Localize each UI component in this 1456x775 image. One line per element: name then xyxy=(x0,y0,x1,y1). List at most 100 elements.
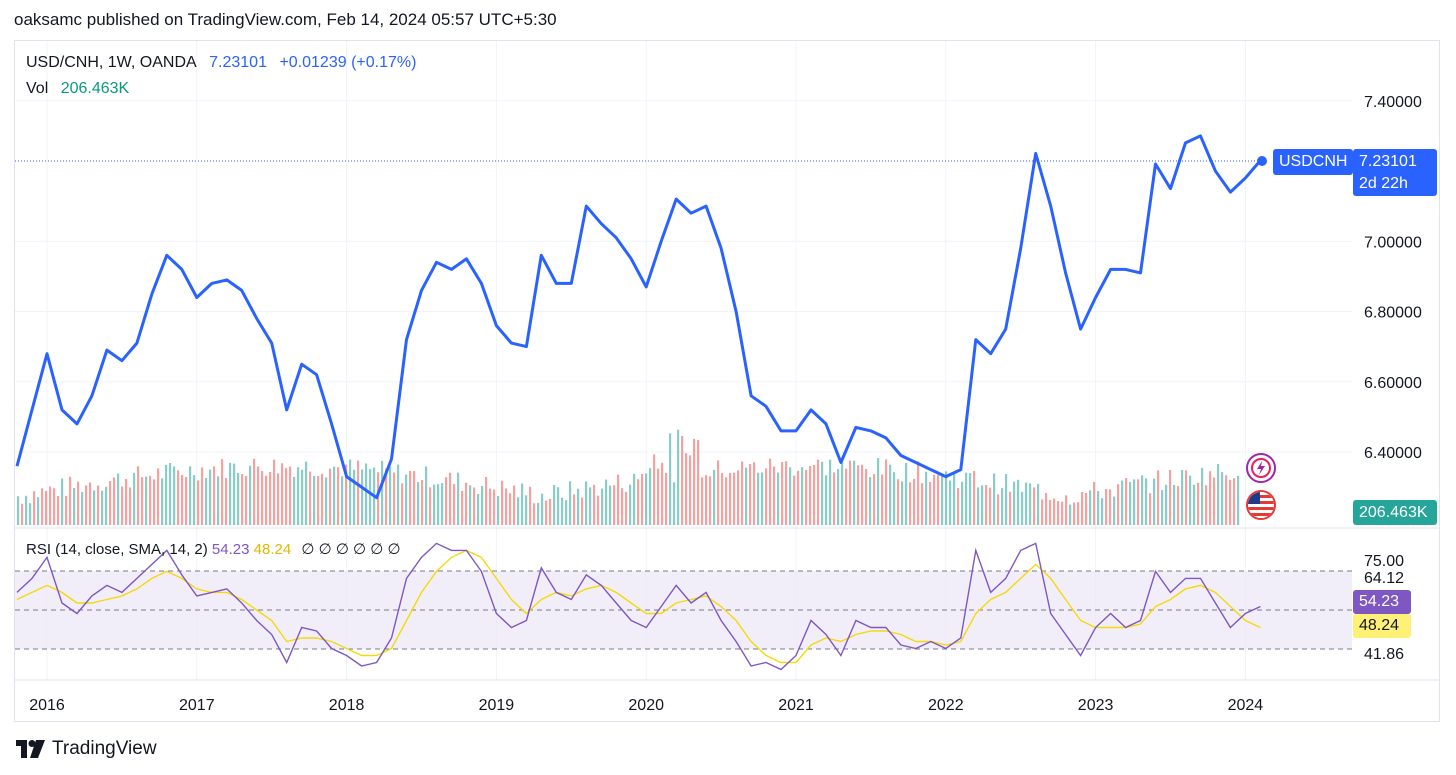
publisher-line: oaksamc published on TradingView.com, Fe… xyxy=(14,10,557,29)
volume-bar xyxy=(1205,485,1208,525)
volume-bar xyxy=(737,470,740,525)
lightning-icon[interactable] xyxy=(1246,453,1276,483)
volume-bar xyxy=(881,474,884,525)
volume-bar xyxy=(1105,489,1108,525)
volume-bar xyxy=(433,484,436,525)
volume-bar xyxy=(941,473,944,525)
volume-bar xyxy=(537,502,540,525)
volume-bar xyxy=(289,466,292,525)
volume-bar xyxy=(1209,471,1212,525)
volume-label[interactable]: Vol xyxy=(26,80,49,97)
volume-bar xyxy=(797,470,800,525)
volume-bar xyxy=(757,472,760,525)
volume-bar xyxy=(745,467,748,525)
volume-bar xyxy=(221,459,224,525)
volume-bar xyxy=(157,468,160,525)
volume-bar xyxy=(1145,478,1148,525)
volume-bar xyxy=(613,485,616,525)
volume-bar xyxy=(969,473,972,525)
volume-bar xyxy=(149,475,152,525)
volume-bar xyxy=(785,461,788,525)
volume-bar xyxy=(329,468,332,525)
volume-bar xyxy=(701,477,704,525)
volume-bar xyxy=(997,494,1000,525)
volume-bar xyxy=(929,482,932,525)
symbol-label[interactable]: USD/CNH, 1W, OANDA xyxy=(26,54,197,71)
volume-bar xyxy=(477,494,480,525)
volume-bar xyxy=(553,485,556,525)
volume-bar xyxy=(837,468,840,525)
tradingview-logo-icon xyxy=(16,740,45,758)
footer-brand[interactable]: TradingView xyxy=(52,738,157,759)
volume-bar xyxy=(173,466,176,525)
last-price-dot xyxy=(1257,156,1267,166)
volume-bar xyxy=(813,464,816,525)
volume-bar xyxy=(697,439,700,525)
rsi-label[interactable]: RSI (14, close, SMA, 14, 2) xyxy=(26,541,208,558)
volume-bar xyxy=(909,482,912,525)
volume-bar xyxy=(501,480,504,525)
volume-bar xyxy=(441,483,444,525)
volume-bar xyxy=(889,464,892,525)
volume-bar xyxy=(485,476,488,525)
volume-bar xyxy=(117,473,120,525)
price-tick-label: 6.80000 xyxy=(1364,305,1422,322)
main-legend[interactable]: USD/CNH, 1W, OANDA 7.23101 +0.01239 (+0.… xyxy=(26,54,416,72)
volume-bar xyxy=(605,479,608,525)
volume-bar xyxy=(1057,501,1060,525)
time-tick-label: 2023 xyxy=(1078,697,1114,714)
volume-bar xyxy=(857,465,860,525)
rsi-legend[interactable]: RSI (14, close, SMA, 14, 2) 54.23 48.24 … xyxy=(26,540,401,558)
volume-bar xyxy=(317,475,320,525)
volume-bar xyxy=(681,435,684,525)
volume-bar xyxy=(945,471,948,525)
rsi-null-values: ∅ ∅ ∅ ∅ ∅ ∅ xyxy=(301,541,401,558)
volume-bar xyxy=(133,472,136,525)
volume-bar xyxy=(1149,493,1152,525)
volume-bar xyxy=(293,476,296,525)
volume-bar xyxy=(953,473,956,525)
volume-bar xyxy=(1017,479,1020,525)
volume-bar xyxy=(425,466,428,525)
volume-bar xyxy=(273,459,276,525)
volume-bar xyxy=(193,475,196,525)
volume-bar xyxy=(645,473,648,525)
rsi-badge: 54.23 xyxy=(1353,590,1411,614)
volume-bar xyxy=(473,487,476,525)
volume-bar xyxy=(349,459,352,525)
volume-bar xyxy=(85,485,88,525)
volume-bar xyxy=(37,497,40,525)
volume-bar xyxy=(525,495,528,525)
volume-bar xyxy=(1125,478,1128,525)
volume-bar xyxy=(345,464,348,525)
volume-bar xyxy=(885,459,888,525)
volume-bar xyxy=(1041,499,1044,525)
volume-bar xyxy=(177,470,180,525)
volume-bar xyxy=(1117,484,1120,525)
ticker-badge[interactable]: USDCNH xyxy=(1273,149,1354,175)
volume-bar xyxy=(877,458,880,525)
volume-bar xyxy=(801,467,804,525)
volume-bar xyxy=(817,459,820,525)
volume-bar xyxy=(905,462,908,525)
price-axis: 7.40000 7.00000 6.80000 6.60000 6.40000 xyxy=(1364,94,1422,462)
volume-bar xyxy=(313,475,316,525)
volume-bar xyxy=(1049,500,1052,525)
volume-bar xyxy=(741,461,744,525)
volume-bar xyxy=(549,498,552,525)
volume-bar xyxy=(337,467,340,525)
footer[interactable]: TradingView xyxy=(16,738,157,760)
rsi-value: 54.23 xyxy=(211,541,250,558)
volume-bar xyxy=(89,482,92,525)
volume-bar xyxy=(41,488,44,525)
rsi-sma-badge: 48.24 xyxy=(1353,614,1411,638)
time-tick-label: 2017 xyxy=(179,697,215,714)
volume-bar xyxy=(1081,491,1084,525)
volume-bar xyxy=(1069,504,1072,525)
volume-bar xyxy=(993,473,996,525)
volume-bar xyxy=(109,480,112,525)
us-flag-icon[interactable] xyxy=(1246,490,1276,520)
volume-bar xyxy=(1033,487,1036,525)
volume-legend[interactable]: Vol 206.463K xyxy=(26,80,129,98)
